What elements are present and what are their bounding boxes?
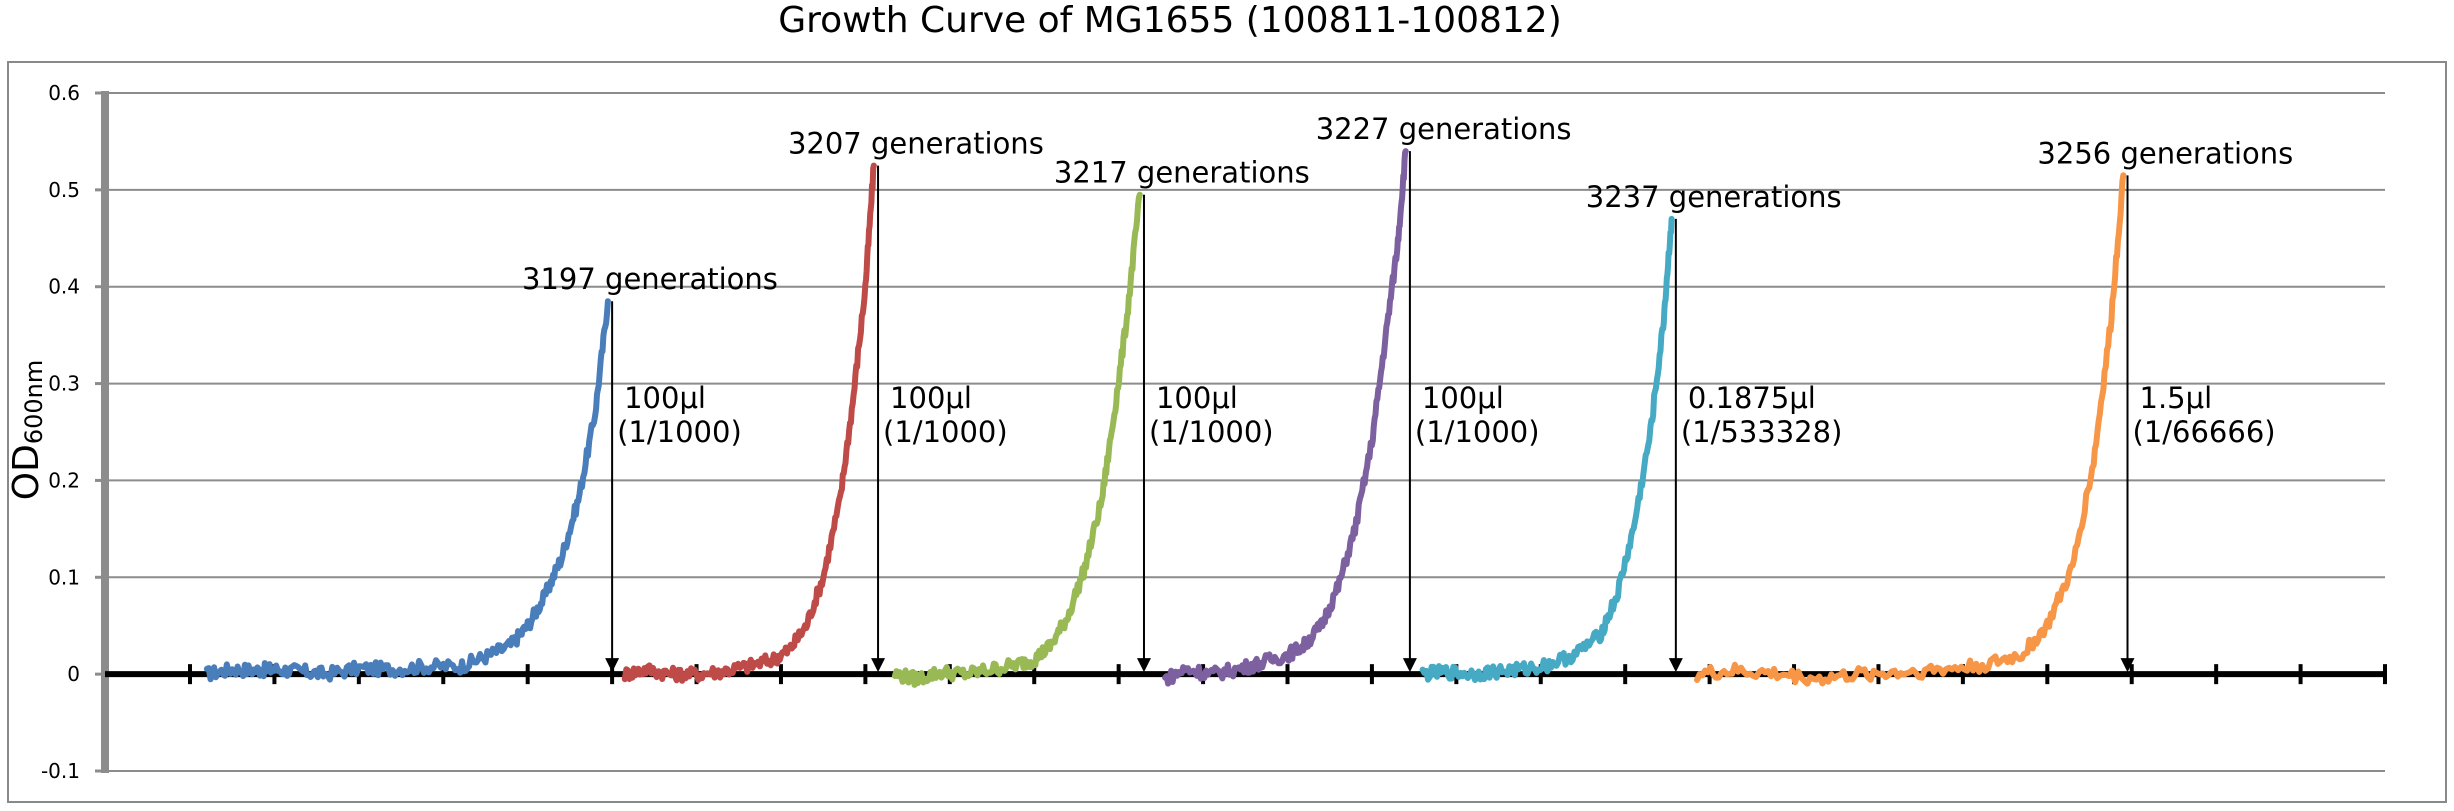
y-tick-label: 0.3 [48,372,80,396]
transfer-dilution-label: (1/1000) [617,415,742,449]
y-tick-label: 0.1 [48,565,80,589]
y-tick-label: 0.6 [48,81,80,105]
y-axis-label-subscript: 600nm [20,360,48,444]
transfer-volume-label: 100μl [624,381,706,415]
generation-label: 3217 generations [1054,156,1310,190]
transfer-arrow-head [871,658,886,673]
y-tick-label: 0 [67,662,80,686]
transfer-volume-label: 100μl [1156,381,1238,415]
transfer-dilution-label: (1/533328) [1681,415,1843,449]
transfer-arrow-head [1402,658,1417,673]
transfer-volume-label: 100μl [1422,381,1504,415]
generation-label: 3197 generations [522,262,778,296]
series-line [1694,172,2127,687]
chart-title: Growth Curve of MG1655 (100811-100812) [778,0,1562,41]
series-line [203,298,611,683]
transfer-volume-label: 1.5μl [2140,381,2213,415]
y-axis: 0.6 0.5 0.4 0.3 0.2 0.1 0 -0.1 [41,81,109,783]
transfer-dilution-label: (1/1000) [883,415,1008,449]
transfer-arrow-head [1668,658,1683,673]
transfer-dilution-label: (1/1000) [1415,415,1540,449]
transfer-arrow-head [2120,658,2135,673]
y-axis-label: OD600nm [6,360,48,500]
y-tick-label: 0.2 [48,468,80,492]
y-axis-label-main: OD [6,444,47,500]
gridlines [105,92,2385,772]
series-line [1419,215,1675,683]
y-tick-label: -0.1 [41,759,80,783]
transfer-dilution-label: (1/66666) [2133,415,2276,449]
generation-label: 3207 generations [788,127,1044,161]
generation-annotations: 3197 generations 3207 generations 3217 gen… [522,112,2293,296]
transfer-dilution-label: (1/1000) [1149,415,1274,449]
series-line [891,191,1143,688]
transfer-arrows: 100μl(1/1000)100μl(1/1000)100μl(1/1000)1… [605,151,2276,673]
generation-label: 3237 generations [1586,180,1842,214]
transfer-arrow-head [605,658,620,673]
transfer-volume-label: 0.1875μl [1688,381,1816,415]
generation-label: 3256 generations [2037,136,2293,170]
data-series [203,148,2127,688]
transfer-volume-label: 100μl [890,381,972,415]
chart-frame [7,61,2447,803]
series-line [1162,148,1409,687]
y-tick-label: 0.4 [48,275,80,299]
generation-label: 3227 generations [1316,112,1572,146]
series-line [621,162,877,684]
transfer-arrow-head [1136,658,1151,673]
y-tick-label: 0.5 [48,178,80,202]
